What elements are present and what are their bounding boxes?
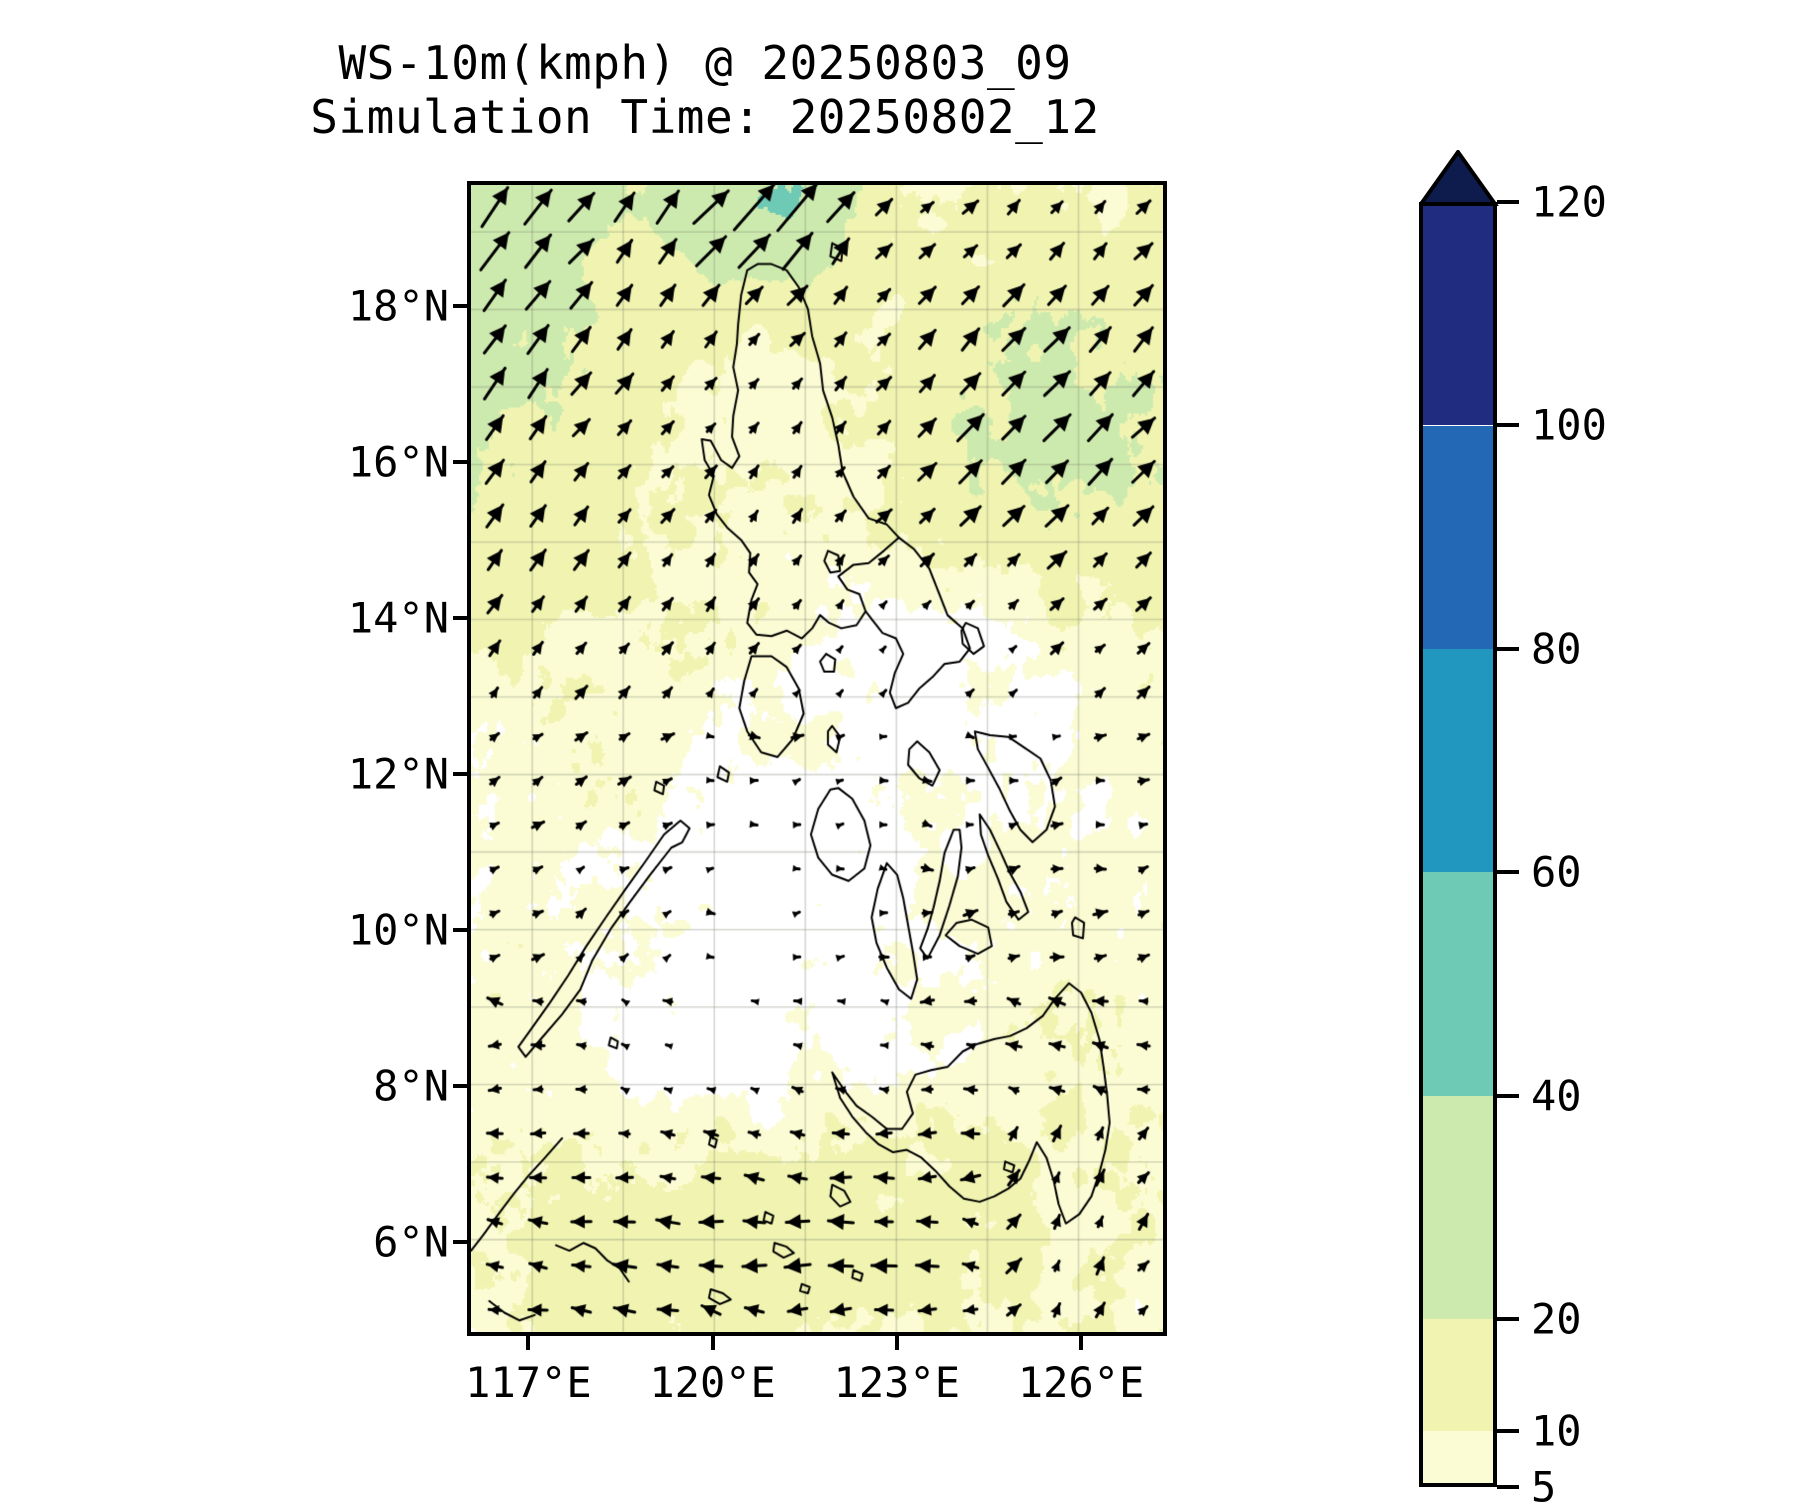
colorbar-label-100: 100 <box>1531 400 1607 450</box>
colorbar-outline <box>1419 202 1497 1487</box>
colorbar-label-80: 80 <box>1531 624 1582 674</box>
colorbar-gradient <box>1419 202 1497 1487</box>
colorbar-tick-60 <box>1497 870 1519 875</box>
xtick-mark <box>1079 1336 1084 1350</box>
colorbar-tick-120 <box>1497 200 1519 204</box>
xtick-mark <box>526 1336 531 1350</box>
colorbar-label-60: 60 <box>1531 847 1582 897</box>
ytick-label-18N: 18°N <box>347 281 449 331</box>
ytick-label-14N: 14°N <box>347 593 449 643</box>
ytick-mark <box>453 772 467 777</box>
ytick-label-8N: 8°N <box>373 1061 449 1111</box>
colorbar-tick-10 <box>1497 1429 1519 1434</box>
ytick-mark <box>453 459 467 464</box>
colorbar-label-40: 40 <box>1531 1071 1582 1121</box>
colorbar-segment-80-100 <box>1419 425 1497 649</box>
xtick-label-123E: 123°E <box>833 1358 961 1407</box>
colorbar-tick-5 <box>1497 1485 1519 1489</box>
ytick-mark <box>453 928 467 933</box>
colorbar-segment-40-60 <box>1419 872 1497 1096</box>
map-axes <box>467 181 1167 1336</box>
ytick-mark <box>453 303 467 308</box>
xtick-label-117E: 117°E <box>465 1358 592 1407</box>
xtick-mark <box>710 1336 715 1350</box>
ytick-mark <box>453 1084 467 1089</box>
wind-speed-map <box>471 185 1163 1332</box>
colorbar-segment-10-20 <box>1419 1319 1497 1432</box>
colorbar-label-20: 20 <box>1531 1294 1582 1344</box>
title-line-2: Simulation Time: 20250802_12 <box>310 90 1100 145</box>
colorbar-tick-100 <box>1497 423 1519 428</box>
colorbar-segment-60-80 <box>1419 648 1497 873</box>
colorbar-segment-100-120 <box>1419 202 1497 426</box>
ytick-label-10N: 10°N <box>347 905 449 955</box>
colorbar-label-10: 10 <box>1531 1406 1582 1456</box>
colorbar-segment-20-40 <box>1419 1095 1497 1320</box>
colorbar-label-120: 120 <box>1531 177 1607 227</box>
ytick-mark <box>453 616 467 621</box>
colorbar-tick-80 <box>1497 646 1519 651</box>
xtick-mark <box>894 1336 899 1350</box>
colorbar-segment-5-10 <box>1419 1431 1497 1487</box>
ytick-label-16N: 16°N <box>347 437 449 487</box>
colorbar: 5 10 20 40 60 80 100 120 <box>1417 148 1739 1512</box>
xtick-label-126E: 126°E <box>1017 1358 1145 1407</box>
xtick-label-120E: 120°E <box>649 1358 776 1407</box>
colorbar-tick-40 <box>1497 1093 1519 1098</box>
ytick-label-6N: 6°N <box>373 1217 449 1267</box>
colorbar-label-5: 5 <box>1531 1462 1557 1512</box>
ytick-mark <box>453 1240 467 1245</box>
colorbar-tick-20 <box>1497 1317 1519 1322</box>
title-line-1: WS-10m(kmph) @ 20250803_09 <box>338 36 1072 90</box>
ytick-label-12N: 12°N <box>347 749 449 799</box>
figure-title: WS-10m(kmph) @ 20250803_09 Simulation Ti… <box>0 36 1410 145</box>
